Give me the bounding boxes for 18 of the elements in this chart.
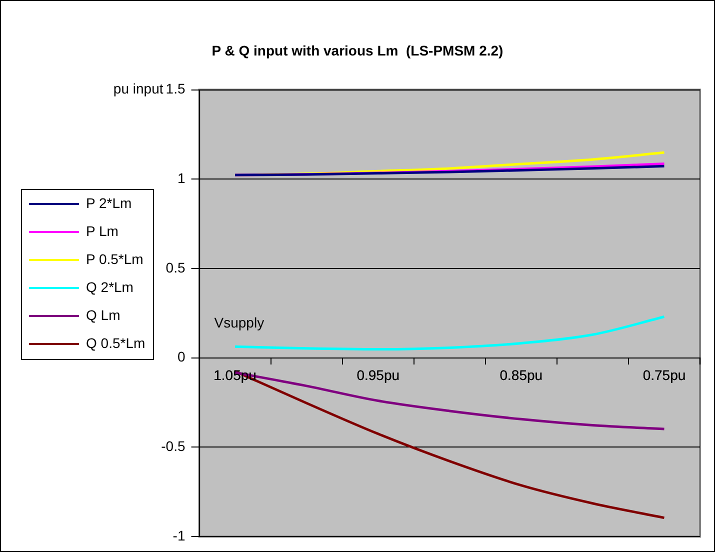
legend-label: P Lm [86,222,118,239]
y-tick-label: -0.5 [161,438,186,454]
x-tick-label: 0.85pu [500,367,543,384]
x-tick-label: 0.95pu [356,367,400,384]
y-tick-label: 1 [177,170,186,186]
legend-label: Q 0.5*Lm [86,334,146,351]
x-tick-label: 0.75pu [642,367,686,384]
legend-label: P 2*Lm [86,194,132,211]
y-tick-label: 1.5 [166,80,186,97]
y-axis-title: pu input [113,80,164,97]
y-tick-label: 0.5 [166,259,186,276]
y-tick-label: -1 [172,527,186,544]
chart-title: P & Q input with various Lm (LS-PMSM 2.2) [212,42,504,58]
legend-label: Q 2*Lm [86,278,134,295]
legend-label: P 0.5*Lm [86,250,144,267]
y-tick-label: 0 [177,348,186,365]
annotation: Vsupply [214,314,264,331]
legend-label: Q Lm [86,306,120,323]
